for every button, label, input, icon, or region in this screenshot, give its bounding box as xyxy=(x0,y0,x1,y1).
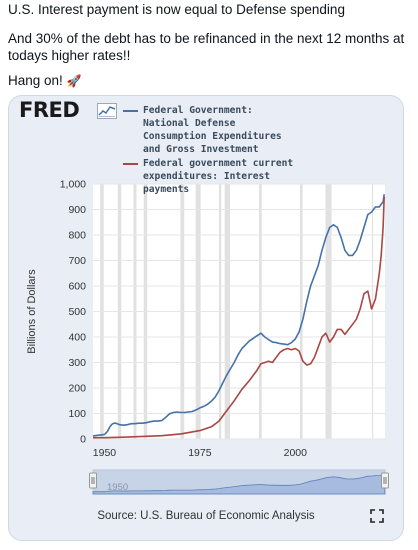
rocket-icon: 🚀 xyxy=(66,74,82,88)
y-tick-label-800: 800 xyxy=(68,230,86,242)
fred-chart-card[interactable]: 0 100 200 300 400 500 600 700 800 900 1,000 1950 197… xyxy=(8,95,404,541)
y-tick-label-700: 700 xyxy=(68,255,86,267)
tweet-line-2: And 30% of the debt has to be refinanced… xyxy=(8,31,405,63)
y-tick-label-600: 600 xyxy=(68,281,86,293)
tweet-line-3: Hang on! 🚀 xyxy=(8,72,82,90)
series-line-defense xyxy=(92,194,385,437)
y-tick-label-500: 500 xyxy=(68,306,86,318)
y-tick-label-900: 900 xyxy=(68,204,86,216)
legend-swatch-interest xyxy=(123,163,138,165)
legend-item-defense[interactable]: Federal Government: National Defense Con… xyxy=(123,104,303,156)
navigator-label: 1950 xyxy=(107,482,128,493)
series-line-interest xyxy=(93,196,385,439)
y-tick-label-1000: 1,000 xyxy=(60,179,86,191)
y-tick-label-400: 400 xyxy=(68,332,86,344)
navigator-series-area xyxy=(92,474,386,495)
y-tick-label-100: 100 xyxy=(68,408,86,420)
tweet-line-1: U.S. Interest payment is now equal to De… xyxy=(8,2,345,17)
y-axis-label: Billions of Dollars xyxy=(26,269,38,354)
expand-icon[interactable] xyxy=(370,509,384,523)
legend-item-interest[interactable]: Federal government current expenditures:… xyxy=(123,157,303,196)
handle-body xyxy=(89,472,97,489)
x-tick-label-1950: 1950 xyxy=(93,447,117,459)
fred-logo: FRED xyxy=(19,98,80,122)
chart-svg: 0 100 200 300 400 500 600 700 800 900 1,000 1950 197… xyxy=(26,179,389,495)
chart-legend: Federal Government: National Defense Con… xyxy=(123,104,303,196)
handle-body xyxy=(381,472,389,489)
legend-swatch-defense xyxy=(123,110,138,112)
navigator-handle-left[interactable] xyxy=(89,472,97,489)
source-note: Source: U.S. Bureau of Economic Analysis xyxy=(97,510,315,522)
tweet-line-3-text: Hang on! xyxy=(8,73,63,88)
y-tick-label-200: 200 xyxy=(68,383,86,395)
legend-label-defense: Federal Government: National Defense Con… xyxy=(143,105,282,155)
y-tick-label-0: 0 xyxy=(80,434,86,446)
legend-label-interest: Federal government current expenditures:… xyxy=(143,158,294,195)
y-tick-label-300: 300 xyxy=(68,357,86,369)
navigator-handle-right[interactable] xyxy=(381,472,389,489)
x-tick-label-1975: 1975 xyxy=(188,447,212,459)
x-tick-label-2000: 2000 xyxy=(284,447,308,459)
chart-line-icon xyxy=(97,103,117,119)
